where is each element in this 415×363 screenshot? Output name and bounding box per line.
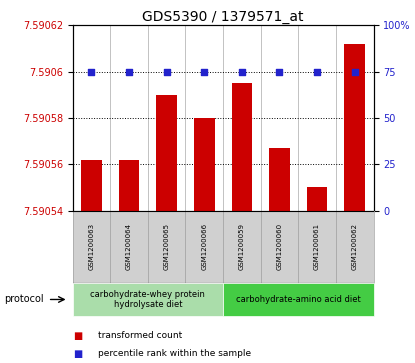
Point bbox=[164, 69, 170, 75]
Text: GSM1200063: GSM1200063 bbox=[88, 223, 95, 270]
Text: carbohydrate-whey protein
hydrolysate diet: carbohydrate-whey protein hydrolysate di… bbox=[90, 290, 205, 309]
Point bbox=[88, 69, 95, 75]
Text: carbohydrate-amino acid diet: carbohydrate-amino acid diet bbox=[236, 295, 361, 304]
Text: transformed count: transformed count bbox=[98, 331, 182, 340]
Bar bbox=[336, 211, 374, 283]
Title: GDS5390 / 1379571_at: GDS5390 / 1379571_at bbox=[142, 11, 304, 24]
Bar bbox=[223, 283, 374, 316]
Text: GSM1200064: GSM1200064 bbox=[126, 223, 132, 270]
Bar bbox=[344, 44, 365, 211]
Bar bbox=[298, 211, 336, 283]
Bar bbox=[148, 211, 186, 283]
Bar bbox=[232, 83, 252, 211]
Text: protocol: protocol bbox=[4, 294, 44, 305]
Point bbox=[352, 69, 358, 75]
Point bbox=[201, 69, 208, 75]
Bar bbox=[223, 211, 261, 283]
Point bbox=[239, 69, 245, 75]
Bar bbox=[73, 211, 110, 283]
Text: GSM1200065: GSM1200065 bbox=[164, 223, 170, 270]
Text: GSM1200062: GSM1200062 bbox=[352, 223, 358, 270]
Point bbox=[276, 69, 283, 75]
Text: GSM1200066: GSM1200066 bbox=[201, 223, 207, 270]
Bar bbox=[156, 95, 177, 211]
Bar bbox=[261, 211, 298, 283]
Bar bbox=[307, 187, 327, 211]
Bar bbox=[73, 283, 223, 316]
Bar bbox=[110, 211, 148, 283]
Text: ■: ■ bbox=[73, 349, 82, 359]
Text: GSM1200059: GSM1200059 bbox=[239, 223, 245, 270]
Bar bbox=[186, 211, 223, 283]
Bar bbox=[269, 148, 290, 211]
Point bbox=[126, 69, 132, 75]
Text: percentile rank within the sample: percentile rank within the sample bbox=[98, 350, 251, 358]
Bar bbox=[81, 160, 102, 211]
Text: GSM1200060: GSM1200060 bbox=[276, 223, 283, 270]
Text: ■: ■ bbox=[73, 331, 82, 341]
Point bbox=[314, 69, 320, 75]
Bar bbox=[119, 160, 139, 211]
Bar bbox=[194, 118, 215, 211]
Text: GSM1200061: GSM1200061 bbox=[314, 223, 320, 270]
